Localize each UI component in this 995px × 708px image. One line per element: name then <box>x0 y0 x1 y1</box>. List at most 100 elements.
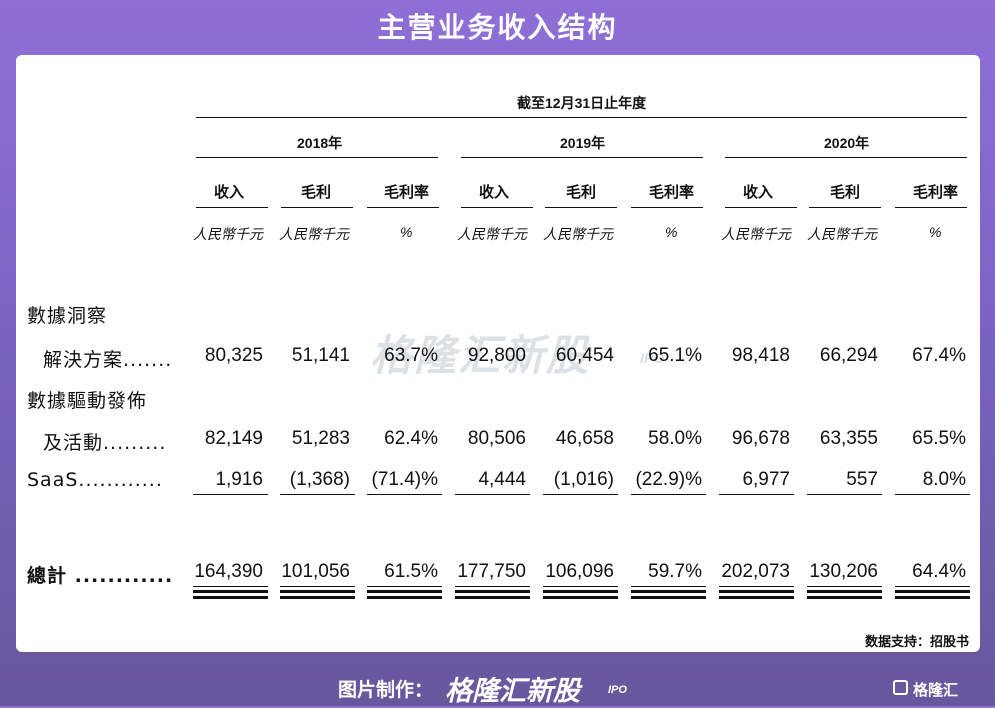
header-rule <box>809 207 881 208</box>
total-cell: 101,056 <box>281 561 350 582</box>
cell: 98,418 <box>731 345 790 366</box>
subtotal-rule <box>807 494 882 495</box>
total-double-rule <box>719 590 794 599</box>
total-double-rule <box>280 590 355 599</box>
header-rule <box>461 207 533 208</box>
watermark-ipo: IPO <box>640 350 665 366</box>
total-double-rule <box>543 590 618 599</box>
subtotal-rule <box>895 494 970 495</box>
table-card <box>16 55 980 652</box>
cell: 557 <box>846 469 878 490</box>
year-rule-2018 <box>196 157 438 158</box>
year-2020: 2020年 <box>824 135 870 151</box>
corner-logo-text: 格隆汇 <box>913 682 959 699</box>
total-double-rule <box>895 590 970 599</box>
unit-revenue-2018: 人民幣千元 <box>193 226 263 242</box>
cell: 46,658 <box>555 428 614 449</box>
cell: 62.4% <box>384 428 438 449</box>
unit-revenue-2019: 人民幣千元 <box>457 226 527 242</box>
total-rule <box>631 586 706 587</box>
row-label-events-line2: 及活動......... <box>43 432 167 454</box>
header-rule <box>725 207 797 208</box>
period-header: 截至12月31日止年度 <box>517 95 647 111</box>
row-label-total: 總計 ............ <box>27 565 174 587</box>
total-rule <box>543 586 618 587</box>
total-double-rule <box>455 590 530 599</box>
col-header-margin-2018: 毛利率 <box>384 184 430 201</box>
cell: 92,800 <box>467 345 526 366</box>
total-double-rule <box>367 590 442 599</box>
total-rule <box>719 586 794 587</box>
col-header-gross-profit-2019: 毛利 <box>566 184 597 201</box>
cell: 67.4% <box>912 345 966 366</box>
cell: 65.1% <box>648 345 702 366</box>
source-note: 数据支持：招股书 <box>864 634 969 649</box>
year-rule-2020 <box>725 157 967 158</box>
corner-logo-icon <box>893 680 908 695</box>
unit-margin-2018: % <box>400 224 413 240</box>
subtotal-rule <box>193 494 268 495</box>
unit-revenue-2020: 人民幣千元 <box>721 226 791 242</box>
header-rule <box>196 207 268 208</box>
unit-gross-profit-2019: 人民幣千元 <box>543 226 613 242</box>
total-cell: 164,390 <box>194 561 263 582</box>
col-header-revenue-2019: 收入 <box>479 184 510 201</box>
col-header-revenue-2018: 收入 <box>214 184 245 201</box>
unit-gross-profit-2020: 人民幣千元 <box>807 226 877 242</box>
total-double-rule <box>807 590 882 599</box>
cell: (1,016) <box>553 469 614 490</box>
footer-brand-logo: 格隆汇新股 <box>445 676 580 706</box>
total-double-rule <box>193 590 268 599</box>
col-header-margin-2019: 毛利率 <box>649 184 695 201</box>
cell: 51,141 <box>291 345 350 366</box>
year-2018: 2018年 <box>297 135 343 151</box>
cell: 65.5% <box>912 428 966 449</box>
total-cell: 64.4% <box>912 561 966 582</box>
unit-margin-2020: % <box>929 224 942 240</box>
col-header-gross-profit-2018: 毛利 <box>301 184 332 201</box>
cell: 1,916 <box>215 469 263 490</box>
cell: (1,368) <box>289 469 350 490</box>
cell: 4,444 <box>478 469 526 490</box>
cell: 58.0% <box>648 428 702 449</box>
subtotal-rule <box>367 494 442 495</box>
header-rule <box>367 207 439 208</box>
total-cell: 177,750 <box>457 561 526 582</box>
row-label-saas: SaaS............ <box>27 469 163 491</box>
cell: 8.0% <box>922 469 966 490</box>
page-title: 主营业务收入结构 <box>377 12 618 43</box>
cell: 63.7% <box>384 345 438 366</box>
cell: 51,283 <box>291 428 350 449</box>
total-rule <box>193 586 268 587</box>
cell: 80,325 <box>204 345 263 366</box>
cell: 60,454 <box>555 345 614 366</box>
footer-credit-prefix: 图片制作： <box>338 680 434 701</box>
cell: 80,506 <box>467 428 526 449</box>
total-cell: 130,206 <box>809 561 878 582</box>
subtotal-rule <box>631 494 706 495</box>
total-cell: 61.5% <box>384 561 438 582</box>
header-rule <box>281 207 353 208</box>
row-label-events-line1: 數據驅動發佈 <box>27 390 148 412</box>
cell: 82,149 <box>204 428 263 449</box>
total-cell: 106,096 <box>545 561 614 582</box>
subtotal-rule <box>280 494 355 495</box>
total-cell: 202,073 <box>721 561 790 582</box>
cell: 63,355 <box>819 428 878 449</box>
row-label-data-insight-line1: 數據洞察 <box>27 305 108 327</box>
unit-margin-2019: % <box>665 224 678 240</box>
year-2019: 2019年 <box>560 135 606 151</box>
col-header-margin-2020: 毛利率 <box>913 184 959 201</box>
total-rule <box>895 586 970 587</box>
footer-brand-ipo: IPO <box>608 684 627 696</box>
subtotal-rule <box>455 494 530 495</box>
total-rule <box>807 586 882 587</box>
unit-gross-profit-2018: 人民幣千元 <box>279 226 349 242</box>
total-rule <box>280 586 355 587</box>
col-header-revenue-2020: 收入 <box>743 184 774 201</box>
total-double-rule <box>631 590 706 599</box>
subtotal-rule <box>719 494 794 495</box>
cell: 6,977 <box>742 469 790 490</box>
cell: 96,678 <box>731 428 790 449</box>
year-rule-2019 <box>461 157 703 158</box>
